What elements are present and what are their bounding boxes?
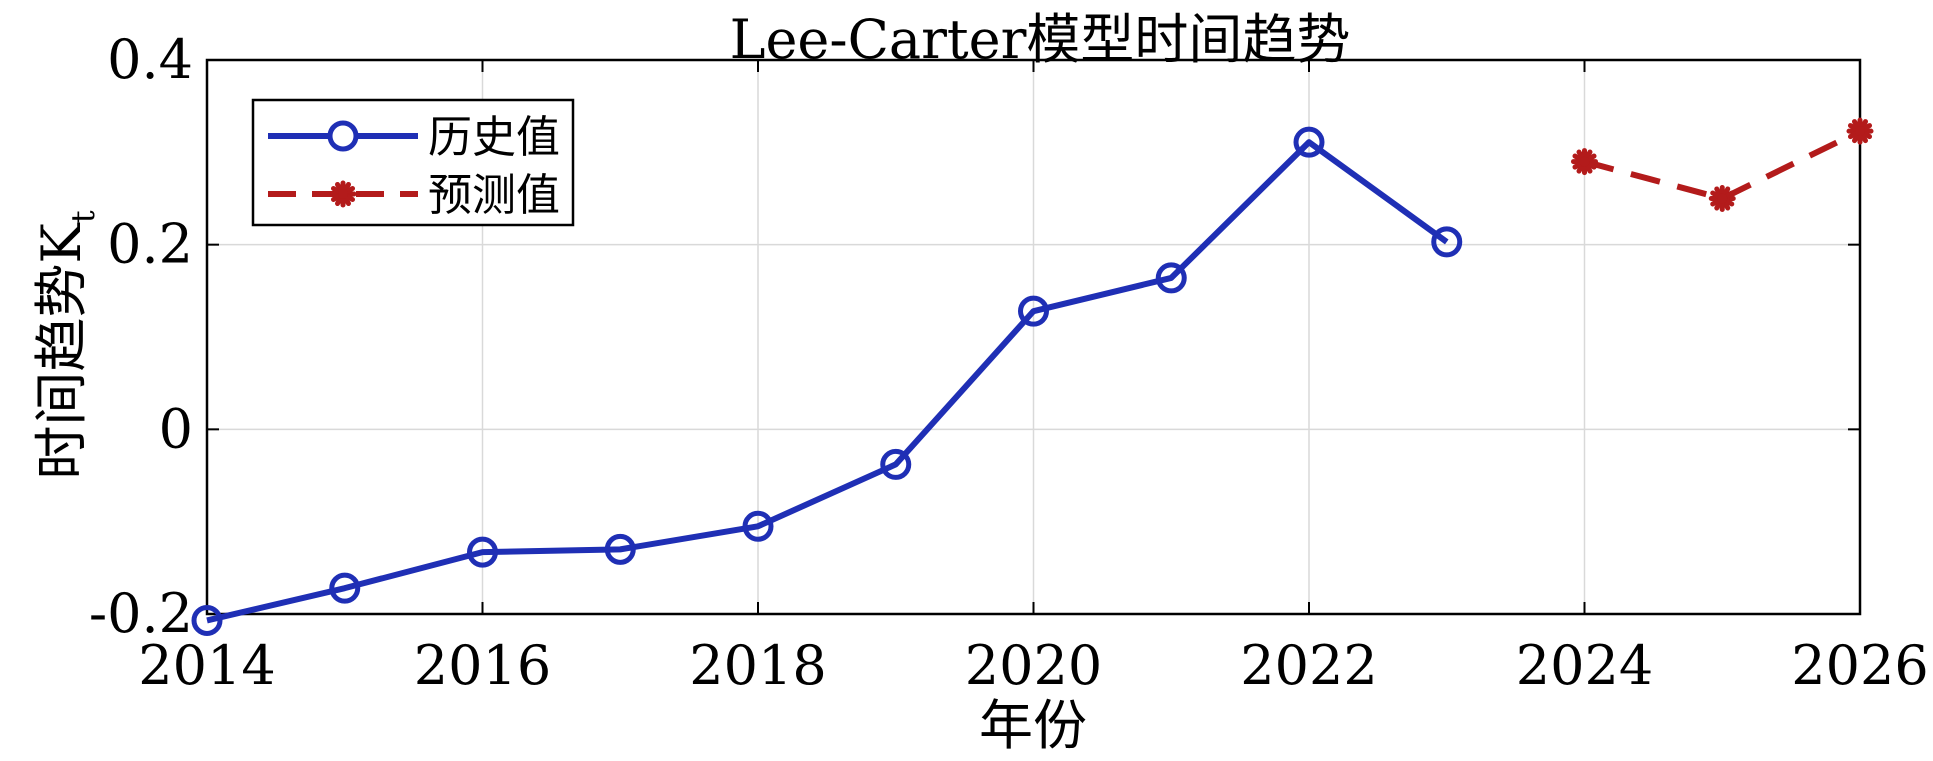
y-axis-title-main: 时间趋势K <box>30 222 93 480</box>
x-tick-label: 2016 <box>414 634 551 697</box>
data-point <box>191 604 223 636</box>
data-point <box>1846 117 1874 145</box>
legend-label-forecast: 预测值 <box>428 170 560 221</box>
legend-marker-historical <box>327 120 359 152</box>
data-point <box>1155 262 1187 294</box>
y-tick-label: 0.4 <box>107 28 193 91</box>
y-axis-title-subscript: t <box>64 210 102 223</box>
series-layer <box>191 117 1874 636</box>
legend-entry-forecast: 预测值 <box>268 170 560 221</box>
data-point <box>1018 295 1049 327</box>
data-point <box>1293 126 1325 158</box>
y-tick-label: 0 <box>159 397 193 460</box>
data-point <box>1571 148 1598 176</box>
x-tick-label: 2020 <box>965 634 1102 697</box>
y-tick-label: -0.2 <box>89 582 193 645</box>
data-point <box>1708 185 1736 212</box>
series-line <box>206 139 1449 624</box>
x-axis-title: 年份 <box>979 694 1087 757</box>
x-tick-label: 2026 <box>1791 634 1928 697</box>
data-point <box>880 448 912 480</box>
x-tick-label: 2022 <box>1240 634 1377 697</box>
series-1 <box>1571 117 1874 212</box>
asterisk-marker <box>329 180 357 208</box>
x-tick-label: 2018 <box>689 634 826 697</box>
legend-box <box>251 98 575 227</box>
chart-title: Lee-Carter模型时间趋势 <box>730 8 1351 71</box>
legend-entry-historical: 历史值 <box>268 112 560 163</box>
x-tick-label: 2024 <box>1516 634 1653 697</box>
data-point <box>329 572 361 604</box>
x-tick-label: 2014 <box>138 634 275 697</box>
series-0 <box>191 126 1463 636</box>
axis-ticks: 2014 2016 2018 2020 2022 2024 2026 0.4 0.2 0 -0.2 <box>89 28 1929 697</box>
data-point <box>742 510 774 542</box>
data-point <box>604 533 636 565</box>
data-point <box>467 536 498 568</box>
data-point <box>1431 226 1463 258</box>
svg-text:时间趋势Kt: 时间趋势Kt <box>30 210 102 479</box>
y-tick-label: 0.2 <box>107 213 193 276</box>
legend: 历史值 预测值 <box>251 98 575 227</box>
legend-label-historical: 历史值 <box>428 112 560 163</box>
series-line <box>1583 128 1862 202</box>
y-axis-title: 时间趋势Kt <box>30 210 102 479</box>
legend-marker-forecast <box>329 180 357 208</box>
